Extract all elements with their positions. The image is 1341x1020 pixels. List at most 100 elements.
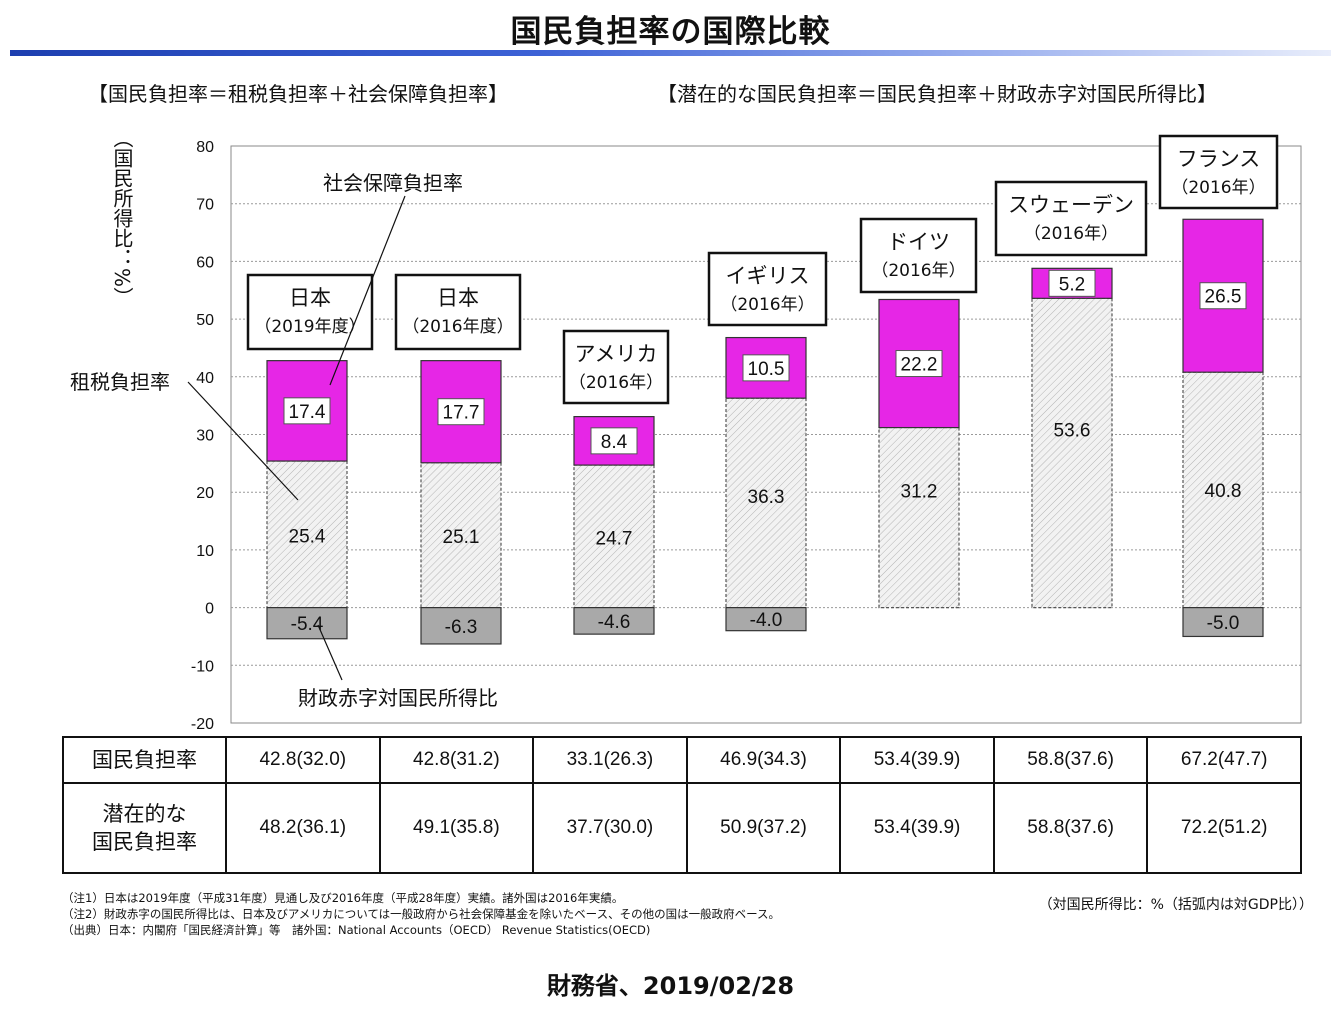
y-tick-label: 20 [196,485,214,502]
country-year: （2016年） [569,373,663,393]
data-label-tax: 25.1 [443,527,480,548]
country-label-box [1158,134,1279,210]
leader-line-tax [187,381,299,501]
table-cell: 48.2(36.1) [225,782,381,874]
data-label-social: 26.5 [1205,287,1242,308]
bar-tax [573,464,655,609]
country-name: ドイツ [887,230,950,254]
country-label-box [859,217,978,294]
country-label-box [994,180,1148,257]
country-label-box [394,273,522,351]
table-row-header: 国民負担率 [62,735,227,785]
data-label-social: 8.4 [601,432,628,453]
country-year: （2016年） [871,261,965,281]
formula-right: 【潜在的な国民負担率＝国民負担率＋財政赤字対国民所得比】 [657,82,1217,106]
table-cell: 49.1(35.8) [378,782,535,874]
data-label-tax: 31.2 [901,482,938,503]
country-year: （2016年度） [402,317,513,337]
formula-left: 【国民負担率＝租税負担率＋社会保障負担率】 [88,82,508,106]
bar-tax [1182,371,1264,609]
y-axis-label: （国民所得比：%） [110,128,134,307]
country-name: イギリス [726,264,810,288]
annotation-social-security: 社会保障負担率 [323,171,463,195]
title-underline [10,50,1331,56]
footer-source: 財務省、2019/02/28 [546,972,795,1000]
country-year: （2016年） [720,295,814,315]
table-cell: 33.1(26.3) [532,735,688,785]
y-tick-label: 10 [196,543,214,560]
data-label-tax: 36.3 [748,487,785,508]
y-tick-label: 0 [205,601,214,618]
leader-line-social [329,195,406,386]
data-label-box [742,354,790,382]
data-label-social: 17.4 [289,402,326,423]
country-year: （2016年） [1171,178,1265,198]
data-label-box [283,397,331,425]
table-cell: 67.2(47.7) [1146,735,1302,785]
data-label-box [1199,282,1247,310]
y-tick-label: 50 [196,312,214,329]
y-tick-label: 80 [196,139,214,156]
data-label-social: 10.5 [748,359,785,380]
data-label-social: 22.2 [901,355,938,376]
data-label-deficit: -4.0 [750,610,783,631]
data-label-deficit: -6.3 [445,617,478,638]
country-name: フランス [1177,147,1261,171]
country-label-box [707,251,828,327]
country-name: 日本 [289,286,331,310]
page-title: 国民負担率の国際比較 [510,14,831,50]
country-year: （2019年度） [254,317,365,337]
country-name: アメリカ [575,342,658,366]
y-tick-label: 70 [196,197,214,214]
data-label-tax: 40.8 [1205,481,1242,502]
table-cell: 50.9(37.2) [685,782,842,874]
table-cell: 42.8(32.0) [225,735,381,785]
y-tick-label: 60 [196,254,214,271]
table-cell: 58.8(37.6) [992,735,1149,785]
data-label-tax: 24.7 [596,528,633,549]
y-tick-label: 40 [196,370,214,387]
bar-deficit [420,606,502,645]
data-label-box [590,427,638,455]
leader-line-deficit [317,624,343,681]
y-tick-label: -10 [191,658,214,675]
note-2: （注2）財政赤字の国民所得比は、日本及びアメリカについては一般政府から社会保障基… [62,907,781,921]
data-label-social: 5.2 [1059,274,1085,295]
table-cell: 53.4(39.9) [839,782,995,874]
table-cell: 42.8(31.2) [378,735,535,785]
bar-deficit [266,606,348,640]
table-row: 潜在的な 国民負担率 48.2(36.1) 49.1(35.8) 37.7(30.0) 5… [62,782,1302,874]
data-label-deficit: -5.0 [1207,613,1240,634]
data-label-box [437,398,485,426]
table-cell: 46.9(34.3) [685,735,842,785]
unit-note: （対国民所得比：%（括弧内は対GDP比）） [1038,897,1313,913]
note-source: （出典）日本：内閣府「国民経済計算」等 諸外国：National Account… [62,923,651,937]
annotation-tax: 租税負担率 [70,370,170,394]
country-year: （2016年） [1024,224,1118,244]
notes: （注1）日本は2019年度（平成31年度）見通し及び2016年度（平成28年度）… [62,890,780,938]
table-cell: 58.8(37.6) [992,782,1149,874]
data-label-deficit: -5.4 [291,614,324,635]
annotation-deficit: 財政赤字対国民所得比 [298,686,498,710]
bar-tax [420,462,502,609]
data-label-box [1048,269,1096,297]
data-label-tax: 25.4 [289,526,326,547]
country-label-box [246,273,374,351]
note-1: （注1）日本は2019年度（平成31年度）見通し及び2016年度（平成28年度）… [62,891,624,905]
country-label-box [562,329,670,405]
country-name: スウェーデン [1008,193,1134,217]
bar-tax [266,460,348,609]
table-row: 国民負担率 42.8(32.0) 42.8(31.2) 33.1(26.3) 46.9(… [62,735,1302,785]
y-tick-label: -20 [191,716,214,733]
y-tick-label: 30 [196,428,214,445]
table-cell: 72.2(51.2) [1146,782,1302,874]
table-cell: 53.4(39.9) [839,735,995,785]
table-cell: 37.7(30.0) [532,782,688,874]
data-label-deficit: -4.6 [598,612,631,633]
bar-deficit [1182,606,1264,638]
bar-deficit [725,606,807,632]
data-label-social: 17.7 [443,403,480,424]
bar-deficit [573,606,655,635]
bar-tax [1031,297,1113,609]
summary-table: 国民負担率 42.8(32.0) 42.8(31.2) 33.1(26.3) 46.9(… [62,735,1302,874]
